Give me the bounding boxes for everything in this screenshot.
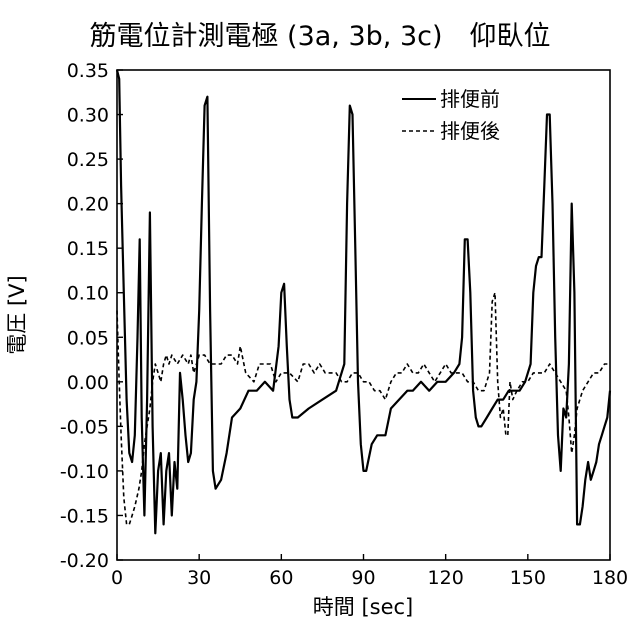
y-tick-label: 0.30	[67, 105, 109, 127]
y-tick-label: -0.15	[60, 505, 109, 527]
y-tick-label: 0.00	[67, 372, 109, 394]
y-tick-label: 0.10	[67, 283, 109, 305]
y-tick-label: -0.05	[60, 416, 109, 438]
y-tick-label: 0.35	[67, 60, 109, 82]
y-tick-label: 0.15	[67, 238, 109, 260]
x-tick-label: 120	[428, 567, 464, 589]
y-axis: -0.20 -0.15 -0.10 -0.05 0.00 0.05 0.10 0.15 0.20…	[60, 60, 123, 572]
x-tick-label: 30	[187, 567, 211, 589]
y-tick-label: -0.10	[60, 461, 109, 483]
y-tick-label: 0.25	[67, 149, 109, 171]
legend: 排便前 排便後	[402, 87, 500, 143]
series-line-2	[117, 293, 610, 525]
x-tick-label: 150	[510, 567, 546, 589]
plot-frame	[117, 70, 610, 560]
series-line-1	[117, 70, 610, 533]
x-tick-label: 60	[269, 567, 293, 589]
y-tick-label: -0.20	[60, 550, 109, 572]
legend-label-series-1: 排便前	[440, 87, 500, 111]
series-layer	[117, 70, 610, 533]
y-tick-label: 0.05	[67, 327, 109, 349]
y-tick-label: 0.20	[67, 194, 109, 216]
x-tick-label: 90	[351, 567, 375, 589]
x-axis-label: 時間 [sec]	[313, 595, 413, 619]
y-axis-label: 電圧 [V]	[5, 275, 29, 354]
legend-label-series-2: 排便後	[440, 119, 500, 143]
x-tick-label: 180	[592, 567, 628, 589]
x-tick-label: 0	[111, 567, 123, 589]
